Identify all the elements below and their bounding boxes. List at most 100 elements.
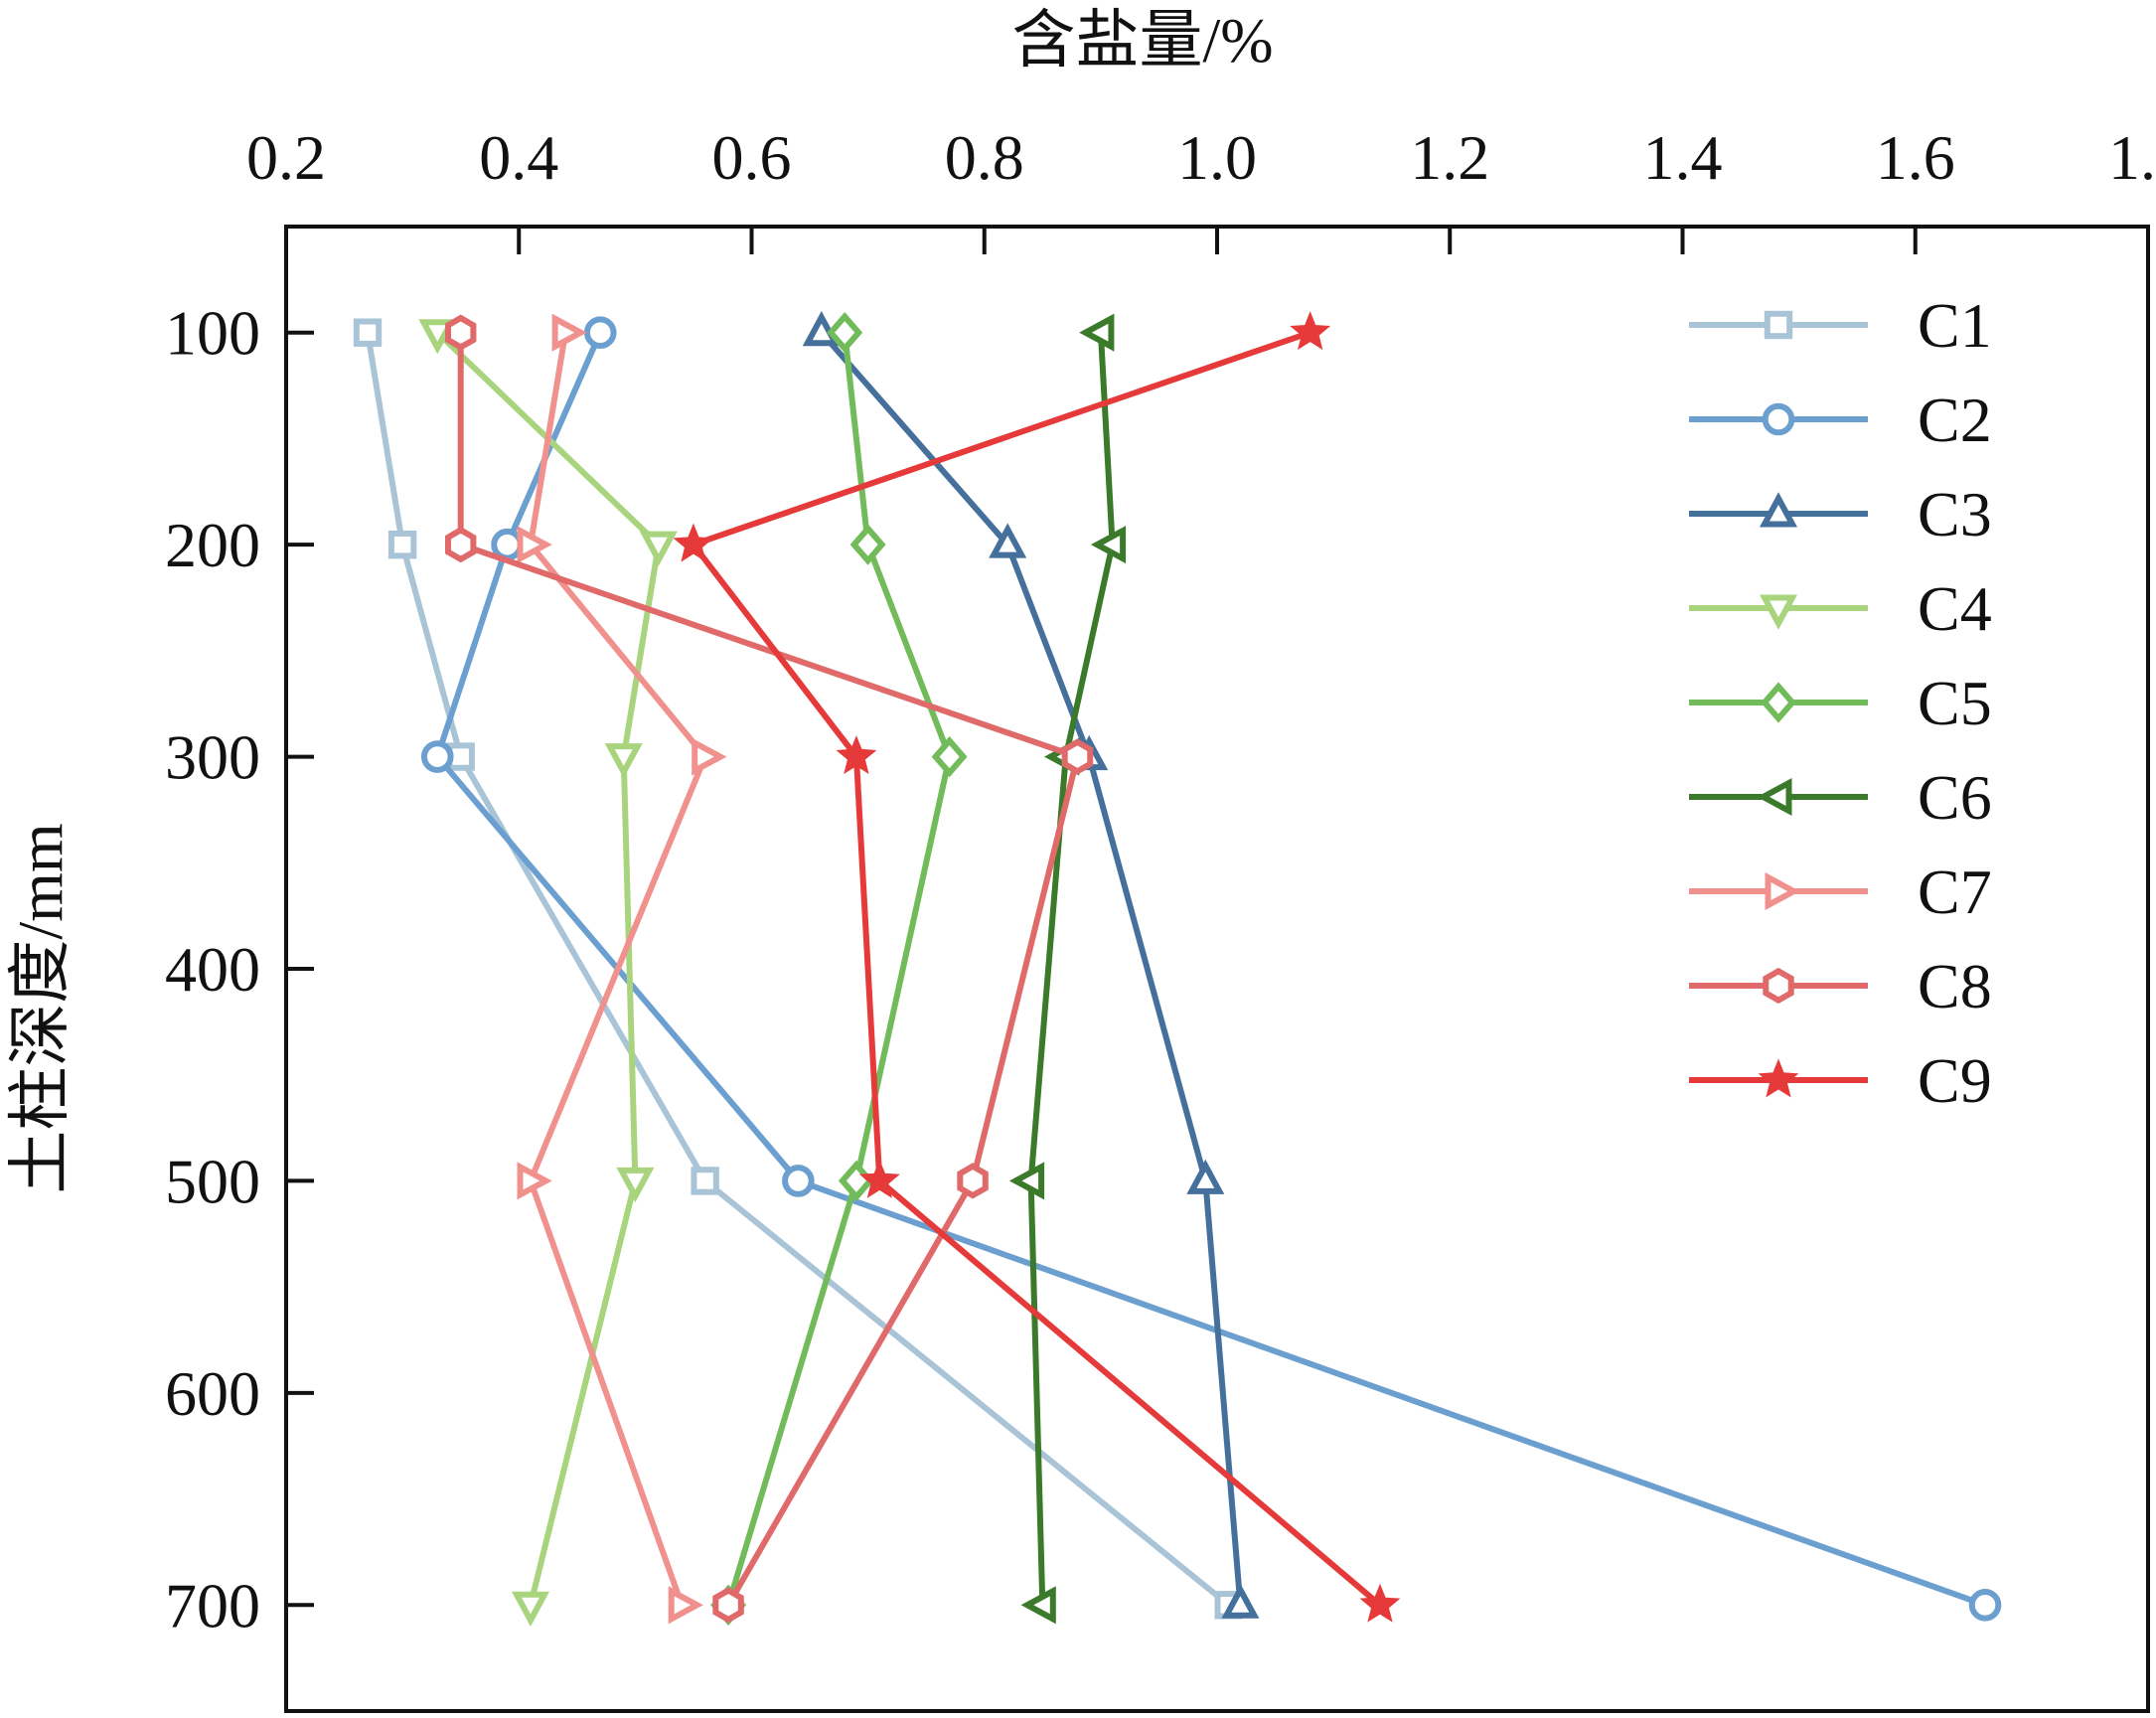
x-tick-label: 0.8 [945, 122, 1024, 193]
data-point-c5 [827, 312, 863, 354]
data-point-c5 [931, 735, 968, 778]
legend-item-c4: C4 [1689, 573, 1992, 644]
data-point-c9 [858, 1159, 900, 1198]
y-tick-label: 500 [165, 1146, 260, 1216]
legend-marker [1759, 594, 1798, 630]
x-tick-label: 1.2 [1410, 122, 1489, 193]
data-point-c4 [511, 1591, 550, 1628]
legend-marker [1761, 682, 1796, 723]
data-point-c9 [673, 523, 714, 562]
series-line-c7 [528, 332, 708, 1607]
legend-label: C8 [1918, 951, 1992, 1021]
x-tick-label: 0.6 [712, 122, 792, 193]
legend-label: C2 [1918, 385, 1992, 455]
x-tick-label: 1.0 [1177, 122, 1257, 193]
data-point-c9 [1290, 311, 1331, 351]
data-point-c3 [802, 310, 841, 347]
legend-label: C1 [1918, 290, 1992, 361]
legend-item-c1: C1 [1689, 290, 1992, 361]
data-point-c9 [836, 735, 877, 774]
series-c4 [418, 319, 678, 1628]
series-c8 [445, 314, 1094, 1624]
data-point-c4 [616, 1167, 655, 1203]
data-point-c3 [1221, 1583, 1260, 1619]
data-point-c5 [849, 524, 886, 565]
legend-marker [1763, 967, 1794, 1005]
legend-item-c8: C8 [1689, 951, 1992, 1021]
x-tick-label: 1.4 [1643, 122, 1723, 193]
y-tick-label: 100 [165, 298, 260, 369]
data-point-c1 [691, 1167, 719, 1195]
data-point-c5 [838, 1160, 874, 1202]
data-point-c6 [1008, 1162, 1045, 1200]
legend-marker [1758, 1058, 1799, 1098]
data-point-c2 [491, 528, 524, 561]
y-axis-title: 土柱深度/mm [5, 823, 76, 1193]
y-tick-label: 300 [165, 722, 260, 793]
axes-group: 0.2 0.4 0.6 0.8 1.0 1.2 1.4 1.6 1.8 100 200 300 400 5… [165, 122, 2156, 1713]
legend-item-c9: C9 [1689, 1045, 1992, 1116]
series-line-c3 [819, 330, 1244, 1606]
y-tick-label: 200 [165, 510, 260, 580]
legend-marker [1765, 871, 1800, 911]
legend-item-c2: C2 [1689, 385, 1992, 455]
series-line-c4 [435, 330, 662, 1607]
legend: C1 C2 C3 C4 C5 C6 C7 C8 C9 [1689, 290, 1992, 1116]
data-point-c7 [517, 526, 552, 564]
series-c6 [1008, 313, 1127, 1625]
data-point-c6 [1079, 313, 1115, 352]
data-point-c8 [712, 1587, 744, 1624]
legend-item-c5: C5 [1689, 668, 1992, 738]
data-point-c9 [1359, 1583, 1401, 1623]
x-tick-label: 1.6 [1876, 122, 1955, 193]
data-point-c6 [1090, 526, 1127, 564]
data-point-c1 [353, 318, 383, 347]
legend-marker [1759, 492, 1798, 528]
data-point-c3 [989, 523, 1027, 558]
series-line-c6 [1027, 332, 1116, 1606]
legend-label: C7 [1918, 857, 1992, 927]
data-point-c2 [583, 316, 617, 350]
series-c9 [673, 311, 1401, 1623]
series-c7 [517, 313, 727, 1625]
legend-item-c3: C3 [1689, 479, 1992, 549]
x-tick-label: 0.4 [479, 122, 558, 193]
legend-marker [1762, 402, 1795, 436]
legend-item-c6: C6 [1689, 762, 1992, 833]
series-line-c8 [457, 332, 1081, 1607]
data-point-c7 [551, 313, 587, 352]
legend-label: C9 [1918, 1045, 1992, 1116]
data-point-c8 [445, 314, 477, 351]
data-point-c7 [668, 1586, 703, 1625]
legend-label: C5 [1918, 668, 1992, 738]
series-line-c2 [434, 331, 1987, 1609]
plot-frame [284, 225, 2150, 1713]
x-tick-label: 1.8 [2108, 122, 2156, 193]
y-tick-label: 600 [165, 1358, 260, 1429]
data-point-c8 [1061, 738, 1094, 775]
legend-item-c7: C7 [1689, 857, 1992, 927]
data-point-c2 [420, 740, 454, 773]
data-point-c1 [387, 530, 417, 559]
data-point-c3 [1186, 1159, 1225, 1194]
data-point-c2 [1968, 1588, 2002, 1622]
series-line-c1 [365, 332, 1231, 1608]
legend-label: C6 [1918, 762, 1992, 833]
data-point-c8 [957, 1163, 989, 1199]
legend-marker [1764, 310, 1793, 340]
data-point-c6 [1020, 1586, 1056, 1625]
series-c1 [353, 318, 1243, 1620]
legend-marker [1757, 777, 1792, 817]
data-point-c4 [604, 743, 643, 779]
legend-label: C4 [1918, 573, 1992, 644]
x-tick-label: 0.2 [246, 122, 326, 193]
data-point-c2 [782, 1165, 815, 1197]
data-point-c7 [692, 737, 727, 776]
data-point-c4 [639, 531, 678, 566]
data-point-c8 [445, 526, 477, 563]
data-point-c7 [517, 1162, 552, 1200]
data-point-c4 [418, 319, 457, 355]
series-c3 [802, 310, 1260, 1619]
